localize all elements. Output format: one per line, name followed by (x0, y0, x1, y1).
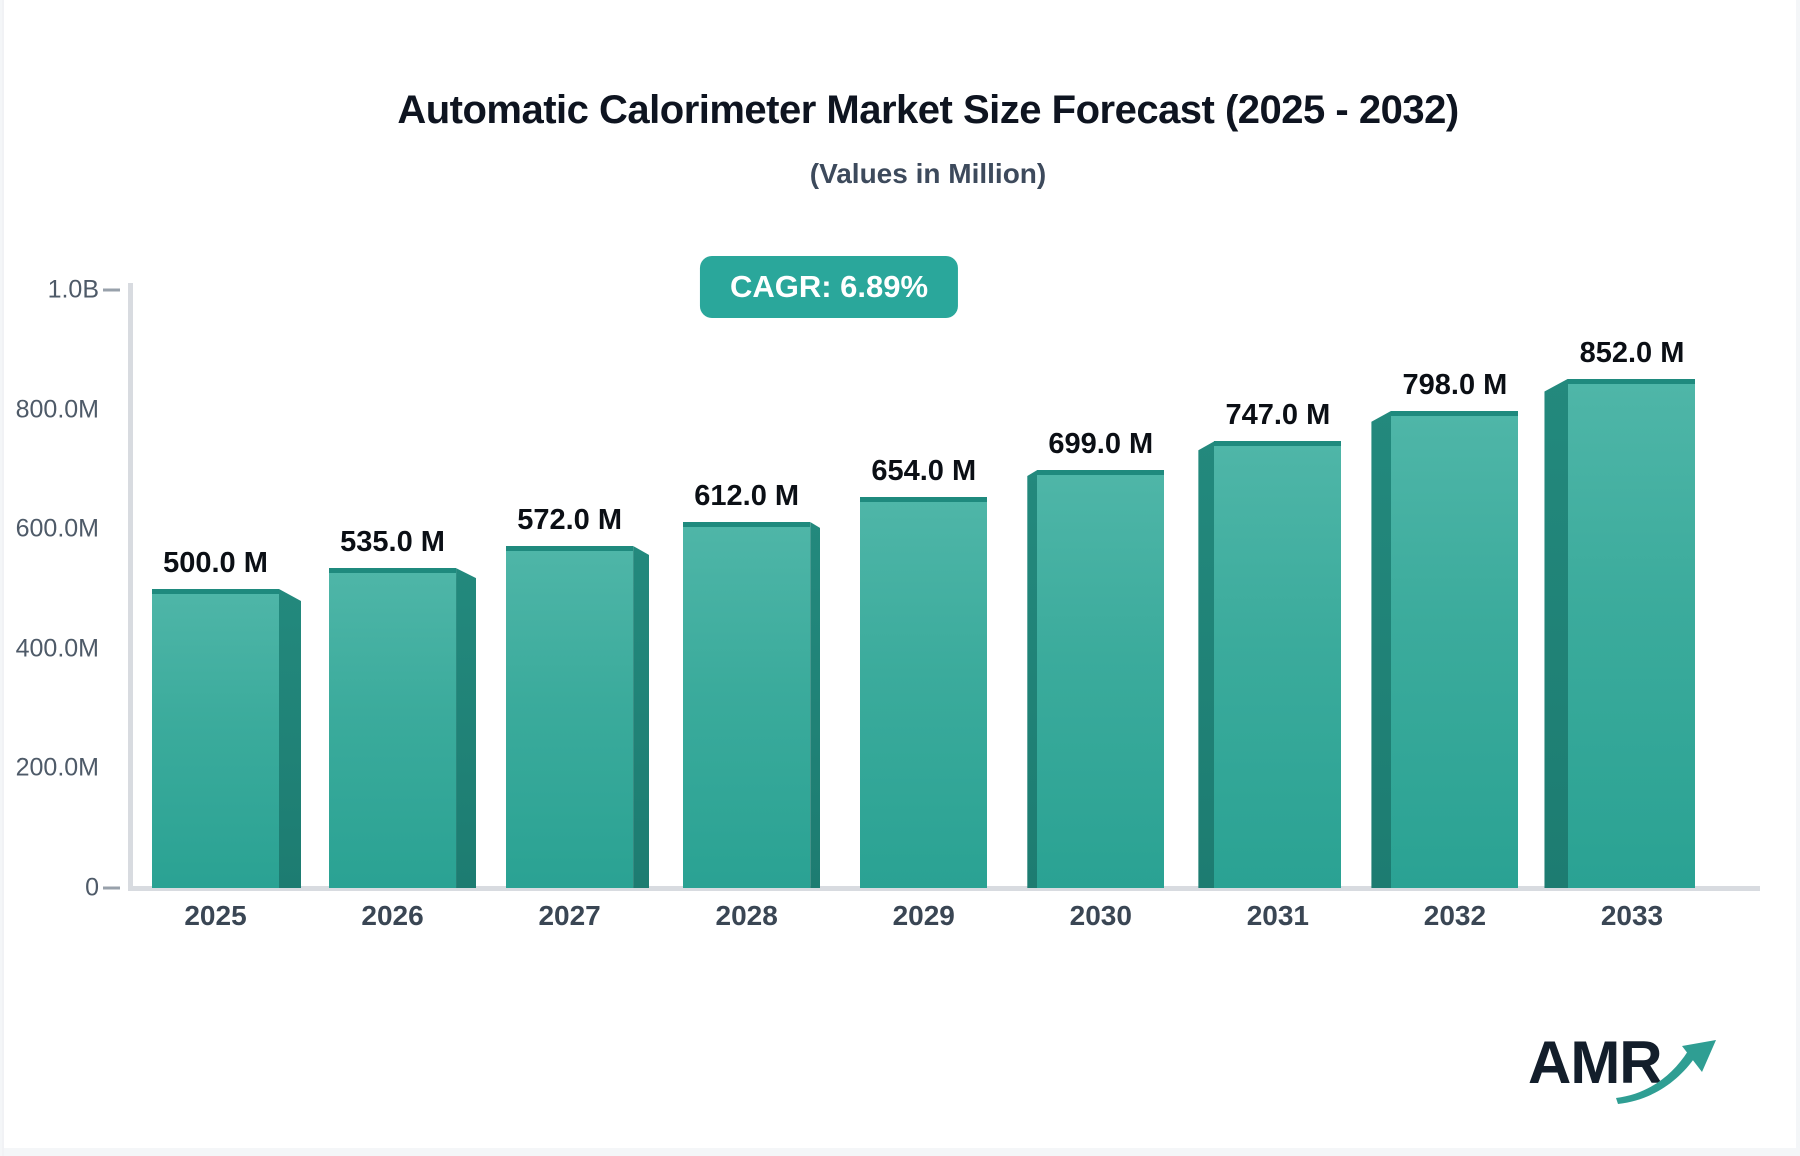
x-tick-label-2031: 2031 (1246, 900, 1310, 931)
page-left-edge (2, 0, 4, 1156)
bar-2025 (152, 589, 279, 888)
bar-top-edge (683, 522, 811, 528)
x-tick-label-2025: 2025 (184, 900, 247, 931)
page-bottom-strip (2, 1148, 1800, 1156)
bar-value-label: 699.0 M (1048, 427, 1154, 460)
cagr-badge: CAGR: 6.89% (699, 256, 959, 318)
amr-logo: AMR (1528, 1028, 1728, 1118)
bar-side-face (1371, 410, 1392, 888)
bar-value-label: 612.0 M (694, 480, 800, 513)
bar-value-label: 798.0 M (1402, 368, 1508, 401)
bar-2028 (683, 522, 811, 888)
bar-top-edge (1391, 410, 1519, 416)
x-tick-label-2027: 2027 (538, 900, 601, 931)
bar-value-label: 654.0 M (871, 454, 977, 487)
bar-value-label: 500.0 M (163, 547, 268, 579)
y-tick-dash (103, 886, 120, 890)
bar-2026 (329, 568, 457, 888)
bar-side-face (1198, 441, 1215, 888)
bar-2032 (1391, 410, 1519, 888)
y-tick-label: 600.0M (15, 514, 99, 543)
x-tick-label-2026: 2026 (361, 900, 424, 931)
bar-side-face (633, 545, 650, 888)
x-tick-label-2030: 2030 (1069, 900, 1132, 931)
y-tick-label: 800.0M (15, 395, 99, 424)
bar-2031 (1214, 441, 1342, 888)
x-tick-label-2033: 2033 (1600, 900, 1664, 931)
amr-logo-text: AMR (1528, 1029, 1663, 1096)
bar-2027 (506, 545, 634, 888)
x-tick-label-2029: 2029 (892, 900, 955, 931)
y-tick-label: 0 (85, 873, 99, 902)
bar-2033 (1568, 378, 1696, 888)
x-tick-label-2028: 2028 (715, 900, 778, 931)
bar-value-label: 747.0 M (1225, 399, 1331, 432)
bar-value-label: 572.0 M (517, 503, 623, 536)
bar-top-edge (329, 568, 457, 574)
chart-subtitle: (Values in Million) (809, 158, 1047, 189)
y-tick-label: 400.0M (15, 634, 99, 663)
bar-top-edge (860, 496, 988, 502)
x-tick-label-2032: 2032 (1423, 900, 1487, 931)
y-tick-label: 1.0B (47, 275, 99, 304)
bar-top-edge (1037, 469, 1165, 475)
y-tick-label: 200.0M (15, 753, 99, 782)
y-axis-line (128, 283, 133, 891)
bar-side-face (1544, 378, 1569, 888)
bar-side-face (456, 568, 477, 888)
bar-top-edge (1568, 378, 1696, 384)
bar-side-face (810, 522, 821, 888)
bar-value-label: 535.0 M (340, 526, 445, 559)
bar-2029 (860, 496, 988, 888)
growth-arrow-icon (1616, 1040, 1716, 1104)
bar-side-face (1027, 469, 1038, 888)
bar-top-edge (1214, 441, 1342, 447)
bar-side-face (279, 589, 301, 888)
bar-value-label: 852.0 M (1579, 336, 1685, 369)
bar-2030 (1037, 469, 1165, 888)
bar-top-edge (506, 545, 634, 551)
chart-title: Automatic Calorimeter Market Size Foreca… (397, 88, 1459, 132)
y-tick-dash (103, 288, 120, 292)
bar-top-edge (152, 589, 279, 594)
x-axis-line (128, 886, 1760, 891)
